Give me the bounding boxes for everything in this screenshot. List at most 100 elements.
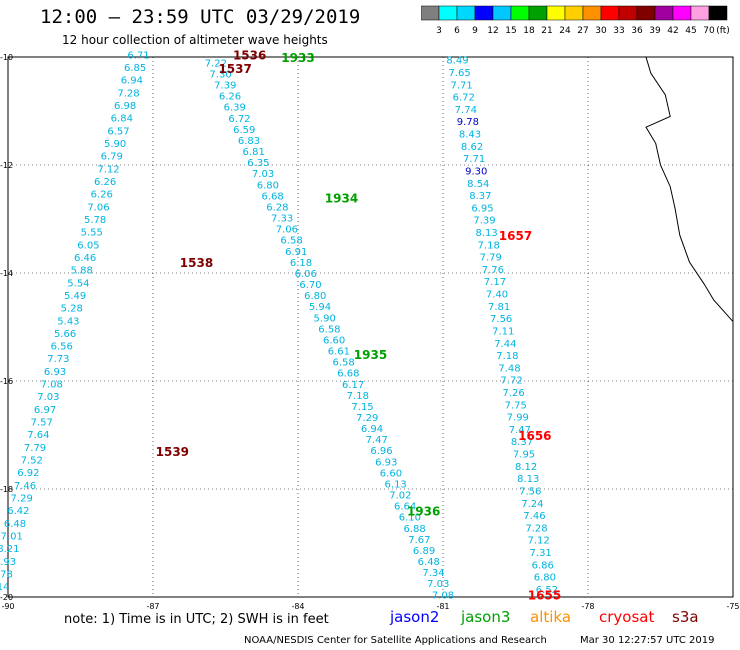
lat-tick-label: -16 — [0, 377, 13, 386]
wave-height-value: 7.08 — [432, 590, 454, 601]
wave-height-value: 7.28 — [117, 88, 139, 99]
wave-height-value: 5.28 — [61, 304, 83, 315]
wave-height-value: 7.74 — [455, 105, 477, 116]
wave-height-value: 7.03 — [37, 392, 59, 403]
wave-height-value: 7.52 — [21, 456, 43, 467]
wave-height-value: 7.73 — [47, 354, 69, 365]
wave-height-value: 7.11 — [492, 326, 514, 337]
wave-height-value: 6.70 — [299, 280, 321, 291]
pass-time-label: 1537 — [218, 62, 251, 76]
wave-height-value: 8.62 — [461, 142, 483, 153]
wave-height-value: 6.89 — [413, 546, 435, 557]
wave-height-color-scale: 3 6 9 12 15 18 21 24 27 30 33 36 39 42 45 70 (ft) — [421, 5, 730, 36]
wave-height-value: 6.93 — [44, 367, 66, 378]
wave-height-value: 6.64 — [394, 502, 416, 513]
lat-tick-label: -14 — [0, 269, 13, 278]
wave-height-value: 6.80 — [534, 573, 556, 584]
wave-height-value: 5.94 — [309, 302, 331, 313]
wave-height-value: 7.44 — [494, 339, 516, 350]
wave-height-value: 7.65 — [448, 68, 470, 79]
wave-height-value: 7.39 — [473, 216, 495, 227]
wave-height-value: 7.79 — [480, 253, 502, 264]
wave-height-value: 6.58 — [280, 236, 302, 247]
wave-height-value: 6.10 — [399, 513, 421, 524]
wave-height-value: 7.67 — [408, 535, 430, 546]
wave-height-value: 7.26 — [503, 388, 525, 399]
wave-height-value: 6.17 — [342, 380, 364, 391]
coastline — [645, 56, 734, 322]
lon-tick-label: -81 — [436, 602, 449, 611]
wave-height-value: 6.94 — [361, 424, 383, 435]
wave-height-value: 7.08 — [41, 380, 63, 391]
wave-height-value: 8.37 — [511, 437, 533, 448]
wave-height-value: 6.72 — [453, 93, 475, 104]
wave-height-value: 6.60 — [380, 468, 402, 479]
wave-height-value: 8.21 — [0, 544, 19, 555]
wave-height-value: 6.71 — [127, 50, 149, 61]
wave-height-value: 7.47 — [366, 435, 388, 446]
wave-height-value: 7.22 — [205, 58, 227, 69]
wave-height-value: 7.34 — [422, 568, 444, 579]
scale-label: 24 — [559, 26, 571, 36]
wave-height-value: 7.01 — [1, 532, 23, 543]
wave-height-value: 6.80 — [257, 180, 279, 191]
wave-height-value: 6.28 — [266, 202, 288, 213]
wave-height-value: 7.03 — [252, 169, 274, 180]
wave-height-value: 6.60 — [323, 335, 345, 346]
lon-tick-label: -90 — [1, 602, 14, 611]
wave-height-value: 6.48 — [418, 557, 440, 568]
wave-height-value: 8.12 — [515, 462, 537, 473]
wave-height-value: 7.57 — [31, 418, 53, 429]
wave-height-value: 6.46 — [74, 253, 96, 264]
wave-height-value: 6.58 — [318, 324, 340, 335]
wave-height-value: 6.52 — [536, 585, 558, 596]
wave-height-value: 8.13 — [517, 474, 539, 485]
figure-title: 12:00 – 23:59 UTC 03/29/2019 — [40, 6, 361, 28]
credit-line: NOAA/NESDIS Center for Satellite Applica… — [244, 635, 547, 646]
pass-time-label: 1936 — [407, 505, 440, 519]
scale-label: 27 — [577, 26, 588, 36]
wave-height-value: 7.71 — [463, 154, 485, 165]
mission-legend-cryosat: cryosat — [599, 608, 655, 626]
wave-height-value: 7.03 — [427, 579, 449, 590]
wave-height-value: 6.93 — [0, 557, 16, 568]
wave-height-value: 5.49 — [64, 291, 86, 302]
pass-time-label: 1933 — [281, 51, 314, 65]
wave-height-value: 7.12 — [527, 536, 549, 547]
mission-legend-jason2: jason2 — [390, 608, 440, 626]
pass-time-label: 1539 — [156, 445, 189, 459]
wave-height-value: 5.66 — [54, 329, 76, 340]
wave-height-value: 6.80 — [304, 291, 326, 302]
wave-height-value: 7.56 — [490, 314, 512, 325]
wave-height-value: 7.30 — [209, 69, 231, 80]
wave-height-value: 7.76 — [482, 265, 504, 276]
wave-height-value: 6.81 — [243, 147, 265, 158]
wave-height-value: 5.55 — [81, 228, 103, 239]
pass-time-label: 1934 — [325, 191, 358, 205]
wave-height-value: 6.98 — [114, 101, 136, 112]
scale-label: 21 — [541, 26, 552, 36]
pass-time-label: 1536 — [233, 48, 266, 62]
wave-height-value: 7.71 — [451, 80, 473, 91]
wave-height-value: 8.37 — [469, 191, 491, 202]
wave-height-value: 7.02 — [389, 491, 411, 502]
wave-height-value: 6.88 — [403, 524, 425, 535]
scale-label: 12 — [487, 26, 498, 36]
wave-height-value: 5.54 — [67, 278, 89, 289]
generated-timestamp: Mar 30 12:27:57 UTC 2019 — [580, 635, 715, 646]
wave-height-value: 7.29 — [356, 413, 378, 424]
wave-height-value: 6.79 — [101, 152, 123, 163]
wave-height-value: 6.48 — [4, 519, 26, 530]
wave-height-value: 6.96 — [370, 446, 392, 457]
wave-height-value: 6.92 — [17, 468, 39, 479]
mission-legend-s3a: s3a — [672, 608, 699, 626]
scale-label: 70 — [703, 26, 715, 36]
wave-height-value: 7.79 — [24, 443, 46, 454]
wave-height-value: 6.42 — [7, 506, 29, 517]
wave-height-value: 7.29 — [11, 494, 33, 505]
wave-height-value: 7.81 — [488, 302, 510, 313]
wave-height-value: 7.64 — [27, 430, 49, 441]
scale-label: 36 — [631, 26, 643, 36]
wave-height-value: 7.18 — [478, 240, 500, 251]
